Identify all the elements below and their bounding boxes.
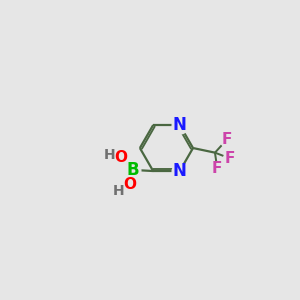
Text: F: F <box>225 151 235 166</box>
Text: H: H <box>113 184 124 198</box>
Text: F: F <box>221 132 232 147</box>
Text: B: B <box>126 161 139 179</box>
Text: N: N <box>173 162 187 180</box>
Text: O: O <box>124 177 136 192</box>
Text: N: N <box>173 116 187 134</box>
Text: F: F <box>212 161 223 176</box>
Text: H: H <box>104 148 116 162</box>
Text: O: O <box>114 150 127 165</box>
